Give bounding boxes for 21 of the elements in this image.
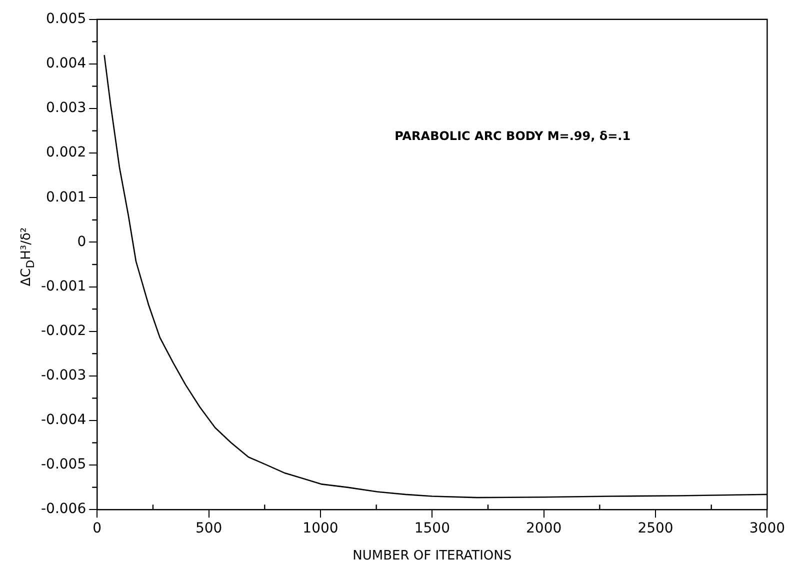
y-tick-label: 0 (77, 234, 86, 250)
x-tick-label: 1500 (414, 520, 450, 537)
annotation: PARABOLIC ARC BODY M=.99, δ=.1 (394, 129, 631, 144)
x-axis-title: NUMBER OF ITERATIONS (352, 548, 512, 564)
x-tick-label: 1000 (302, 520, 338, 537)
x-tick-label: 0 (92, 520, 102, 537)
y-tick-label: 0.004 (46, 56, 86, 72)
y-tick-label: -0.001 (40, 278, 86, 294)
y-tick-label: 0.003 (46, 100, 86, 116)
y-tick-label: -0.002 (40, 322, 86, 339)
y-tick-label: -0.005 (40, 456, 86, 473)
y-tick-label: -0.004 (40, 412, 86, 428)
x-tick-label: 2500 (638, 520, 674, 537)
x-tick-label: 500 (195, 520, 222, 537)
y-tick-label: -0.003 (40, 368, 86, 384)
x-tick-label: 2000 (526, 520, 562, 537)
y-tick-label: 0.001 (46, 189, 86, 206)
y-tick-label: 0.002 (46, 144, 86, 161)
y-tick-label: 0.005 (46, 11, 86, 28)
y-tick-label: -0.006 (40, 501, 86, 518)
x-tick-label: 3000 (749, 520, 786, 537)
